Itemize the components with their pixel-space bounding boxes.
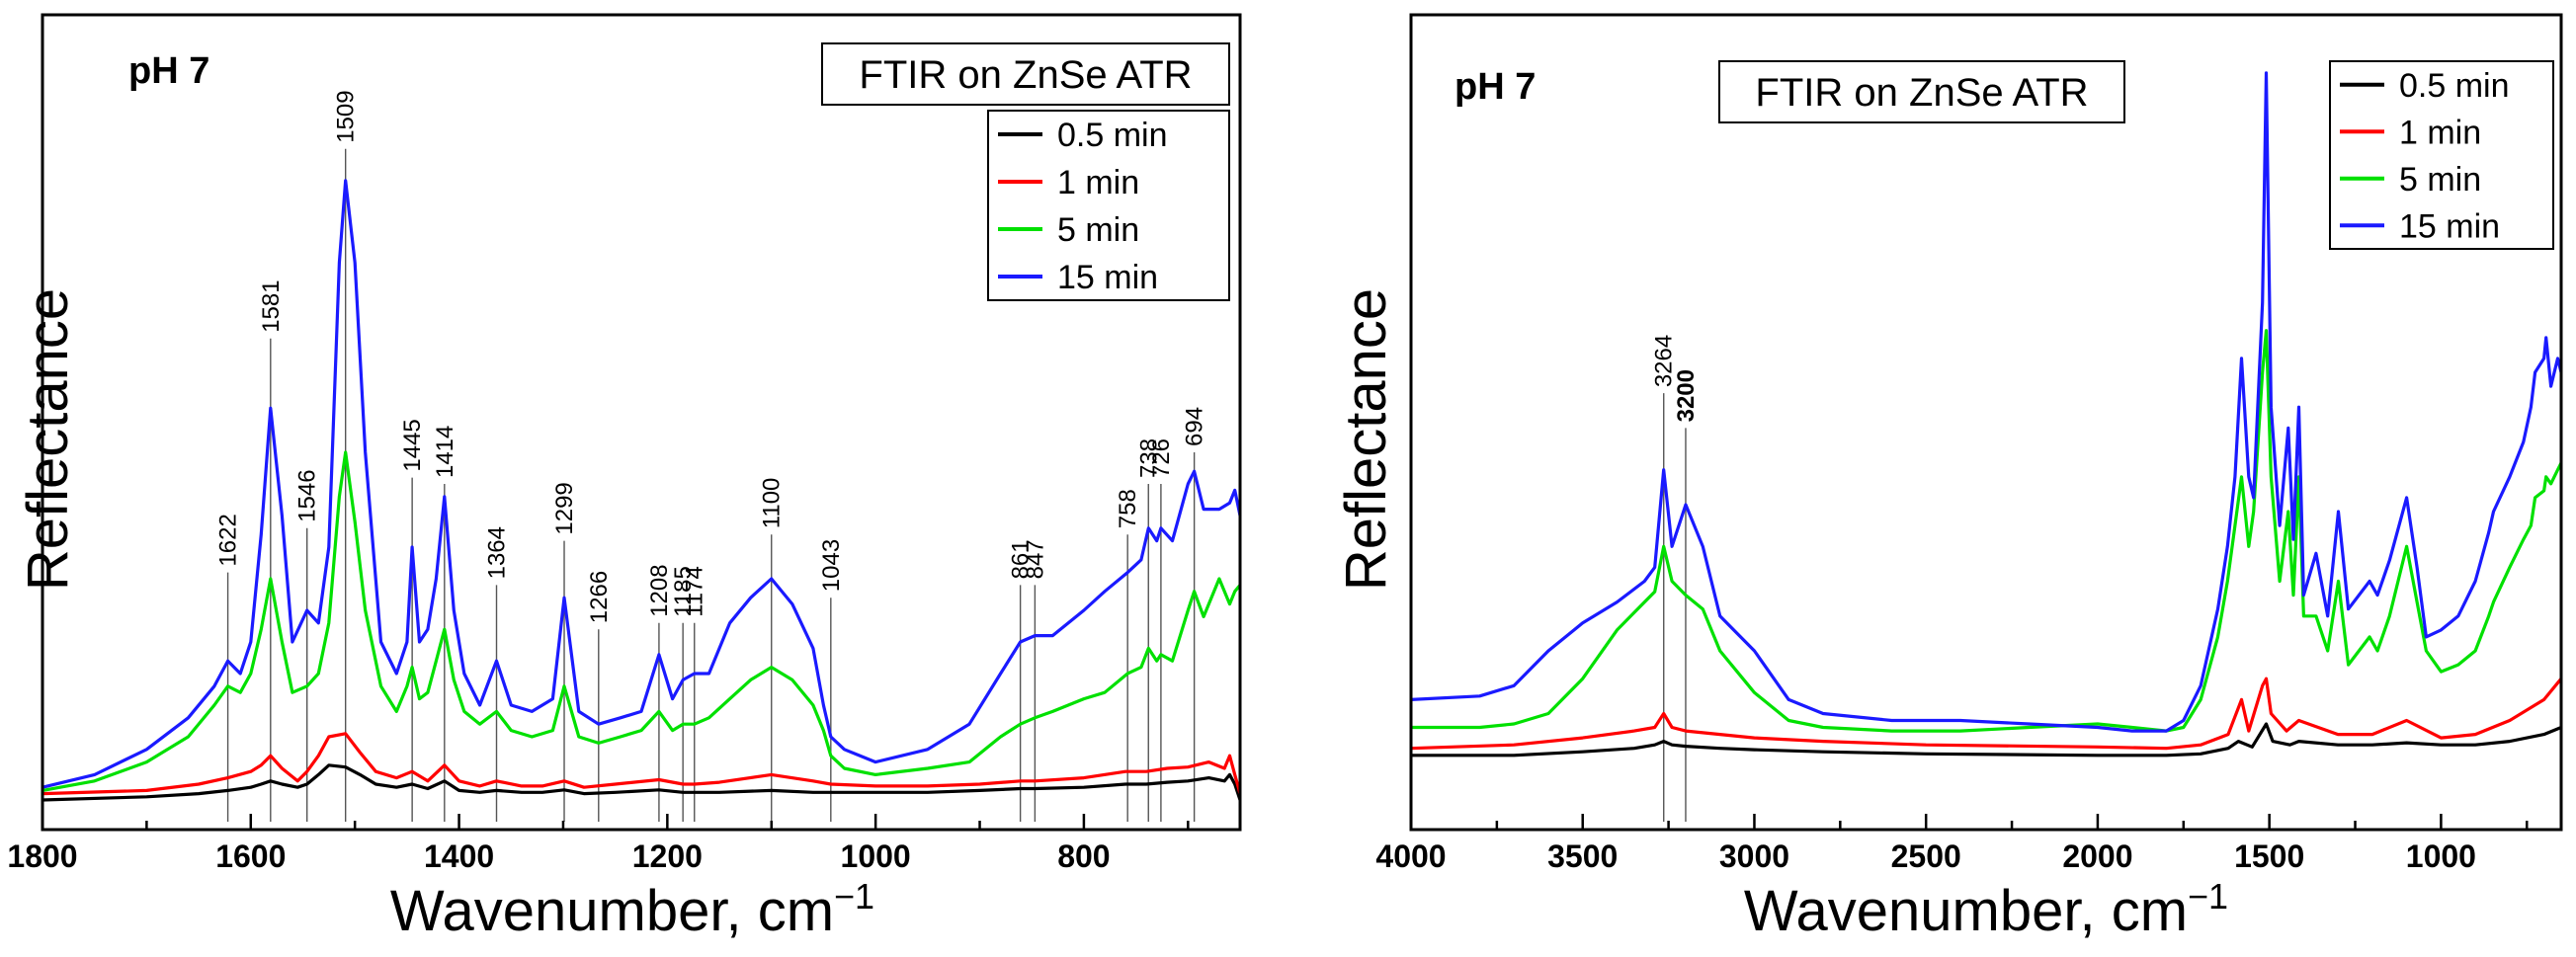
legend-entry-0-5-min: 0.5 min (2399, 67, 2510, 105)
right-y-axis-title: Reflectance (1334, 288, 1398, 591)
x-tick-label-3500: 3500 (1547, 838, 1618, 874)
left-x-axis-title: Wavenumber, cm−1 (390, 876, 874, 943)
legend-entry-1-min: 1 min (1057, 164, 1139, 201)
peak-label-3200: 3200 (1673, 369, 1700, 422)
peak-label-694: 694 (1182, 407, 1208, 446)
series-line-0-5-min (42, 763, 1242, 802)
left-chart-title: FTIR on ZnSe ATR (859, 53, 1192, 97)
peak-label-1445: 1445 (399, 419, 426, 471)
right-chart-title: FTIR on ZnSe ATR (1755, 71, 2088, 115)
left-plot-frame (41, 13, 1242, 832)
peak-label-1414: 1414 (432, 426, 458, 478)
legend-box (987, 110, 1230, 301)
peak-label-1581: 1581 (258, 279, 285, 332)
left-x-axis-title-text: Wavenumber, cm (390, 879, 834, 943)
series-line-0-5-min (1411, 722, 2562, 758)
series-line-15-min (42, 179, 1242, 789)
left-y-axis-title: Reflectance (16, 288, 80, 591)
left-plot-area: 1622 1581 1546 1509 1445 1414 1364 1299 1266 1208… (42, 90, 1242, 822)
right-title-box (1718, 60, 2125, 123)
peak-label-738: 738 (1135, 439, 1162, 478)
legend-entry-15-min: 15 min (2399, 207, 2500, 245)
x-tick-label-1800: 1800 (7, 838, 77, 874)
peak-label-1364: 1364 (484, 526, 511, 579)
peak-label-1185: 1185 (670, 566, 697, 617)
right-x-ticks: 4000 3500 3000 2500 2000 1500 1000 (1375, 814, 2529, 874)
peak-label-1266: 1266 (586, 571, 613, 623)
left-chart-panel: Reflectance 1622 1581 1546 1509 1445 1414 1364… (7, 13, 1242, 943)
peak-label-847: 847 (1022, 539, 1048, 579)
right-x-axis-title-text: Wavenumber, cm (1744, 879, 2188, 943)
right-ph-label: pH 7 (1454, 66, 1536, 108)
peak-label-1100: 1100 (759, 478, 786, 529)
x-tick-label-3000: 3000 (1719, 838, 1789, 874)
x-tick-label-1600: 1600 (215, 838, 286, 874)
x-tick-label-2500: 2500 (1891, 838, 1961, 874)
legend-entry-1-min: 1 min (2399, 114, 2481, 151)
peak-label-758: 758 (1115, 489, 1141, 528)
right-legend: 0.5 min 1 min 5 min 15 min (2329, 60, 2554, 250)
peak-label-1546: 1546 (294, 469, 321, 521)
legend-entry-5-min: 5 min (2399, 161, 2481, 199)
x-tick-label-1000: 1000 (841, 838, 911, 874)
x-tick-label-4000: 4000 (1375, 838, 1446, 874)
legend-entry-5-min: 5 min (1057, 211, 1139, 249)
peak-label-726: 726 (1148, 439, 1175, 478)
legend-box (2329, 60, 2554, 250)
series-line-1-min (42, 732, 1242, 796)
peak-label-861: 861 (1008, 539, 1035, 579)
series-line-5-min (1411, 329, 2563, 733)
x-tick-label-1400: 1400 (424, 838, 494, 874)
x-tick-label-800: 800 (1057, 838, 1110, 874)
series-line-15-min (1410, 71, 2563, 733)
x-tick-label-2000: 2000 (2062, 838, 2132, 874)
x-tick-label-1200: 1200 (632, 838, 703, 874)
peak-label-1299: 1299 (551, 482, 578, 534)
peak-label-1174: 1174 (682, 566, 708, 617)
left-ph-label: pH 7 (128, 50, 209, 92)
x-tick-label-1500: 1500 (2234, 838, 2304, 874)
right-x-axis-title: Wavenumber, cm−1 (1744, 876, 2228, 943)
x-tick-label-1000: 1000 (2406, 838, 2476, 874)
legend-entry-0-5-min: 0.5 min (1057, 117, 1168, 154)
peak-label-3264: 3264 (1651, 335, 1678, 387)
peak-label-1043: 1043 (818, 539, 845, 592)
legend-entry-15-min: 15 min (1057, 259, 1158, 296)
series-line-5-min (42, 450, 1242, 792)
peak-label-1208: 1208 (646, 564, 673, 616)
peak-label-1622: 1622 (215, 514, 242, 566)
left-title-box (821, 42, 1230, 106)
left-x-ticks: 1800 1600 1400 1200 1000 800 (7, 814, 1190, 874)
left-legend: 0.5 min 1 min 5 min 15 min (987, 110, 1230, 301)
peak-label-1509: 1509 (333, 90, 360, 142)
series-line-1-min (1410, 677, 2563, 751)
right-x-axis-title-sup: −1 (2188, 876, 2228, 917)
left-x-axis-title-sup: −1 (834, 876, 874, 917)
right-plot-frame (1409, 13, 2563, 832)
